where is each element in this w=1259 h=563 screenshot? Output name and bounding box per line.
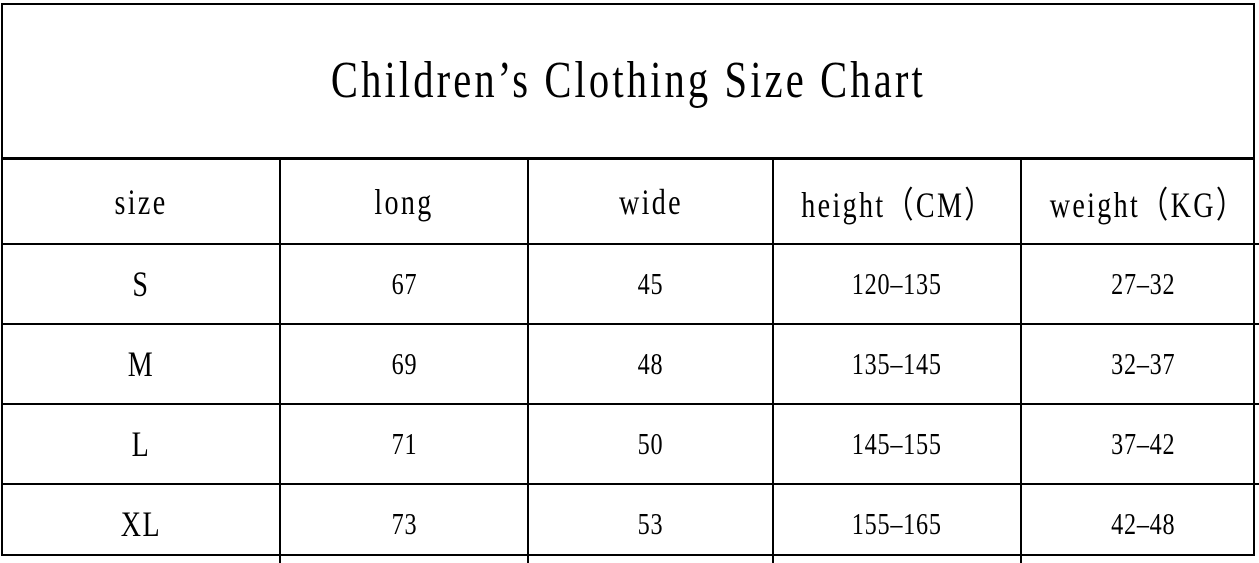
cell-long-value: 69 [391, 346, 417, 381]
column-header-height: height（CM） [773, 160, 1022, 245]
cell-size-value: M [127, 344, 155, 384]
cell-size: XL [3, 484, 281, 563]
cell-size: L [3, 404, 281, 485]
chart-title-band: Children’s Clothing Size Chart [3, 5, 1253, 160]
cell-size: S [3, 244, 281, 325]
cell-wide: 53 [528, 484, 774, 563]
cell-weight-value: 27–32 [1111, 266, 1176, 301]
cell-height: 145–155 [773, 404, 1022, 485]
column-header-weight-label: weight（KG） [1049, 184, 1247, 225]
cell-size-value: S [132, 264, 150, 304]
cell-long: 69 [280, 324, 529, 405]
cell-long: 71 [280, 404, 529, 485]
cell-height: 120–135 [773, 244, 1022, 325]
cell-weight: 42–48 [1021, 484, 1259, 563]
cell-wide: 48 [528, 324, 774, 405]
table-row: S 67 45 120–135 27–32 [3, 244, 1259, 325]
column-header-height-label: height（CM） [801, 184, 995, 225]
cell-weight-value: 32–37 [1111, 346, 1176, 381]
table-row: L 71 50 145–155 37–42 [3, 404, 1259, 485]
cell-long: 67 [280, 244, 529, 325]
cell-weight-value: 42–48 [1111, 506, 1176, 541]
page-title: Children’s Clothing Size Chart [330, 52, 926, 109]
column-header-size: size [3, 160, 281, 245]
cell-wide-value: 45 [637, 266, 664, 301]
column-header-long: long [280, 160, 529, 245]
cell-wide-value: 48 [637, 346, 664, 381]
table-header-row: size long wide height（CM） weight（KG） [3, 160, 1259, 245]
cell-long-value: 71 [391, 426, 417, 461]
cell-height-value: 120–135 [851, 266, 943, 301]
column-header-long-label: long [374, 181, 434, 222]
cell-weight: 32–37 [1021, 324, 1259, 405]
cell-size: M [3, 324, 281, 405]
cell-height-value: 155–165 [851, 506, 943, 541]
cell-weight-value: 37–42 [1111, 426, 1176, 461]
cell-size-value: XL [120, 504, 162, 544]
cell-wide-value: 53 [637, 506, 664, 541]
cell-long: 73 [280, 484, 529, 563]
cell-height: 155–165 [773, 484, 1022, 563]
table-header: size long wide height（CM） weight（KG） [3, 160, 1259, 245]
column-header-weight: weight（KG） [1021, 160, 1259, 245]
cell-weight: 27–32 [1021, 244, 1259, 325]
cell-long-value: 73 [391, 506, 417, 541]
cell-wide: 45 [528, 244, 774, 325]
cell-wide-value: 50 [637, 426, 664, 461]
column-header-wide: wide [528, 160, 774, 245]
cell-height: 135–145 [773, 324, 1022, 405]
size-chart-table: size long wide height（CM） weight（KG） [3, 160, 1259, 563]
cell-height-value: 145–155 [851, 426, 943, 461]
size-chart-frame: Children’s Clothing Size Chart size long… [1, 3, 1259, 563]
table-row: XL 73 53 155–165 42–48 [3, 484, 1259, 563]
cell-height-value: 135–145 [851, 346, 943, 381]
cell-long-value: 67 [391, 266, 417, 301]
cell-wide: 50 [528, 404, 774, 485]
cell-weight: 37–42 [1021, 404, 1259, 485]
column-header-size-label: size [114, 181, 168, 222]
column-header-wide-label: wide [618, 181, 683, 222]
table-row: M 69 48 135–145 32–37 [3, 324, 1259, 405]
cell-size-value: L [131, 424, 151, 464]
table-body: S 67 45 120–135 27–32 M [3, 244, 1259, 563]
